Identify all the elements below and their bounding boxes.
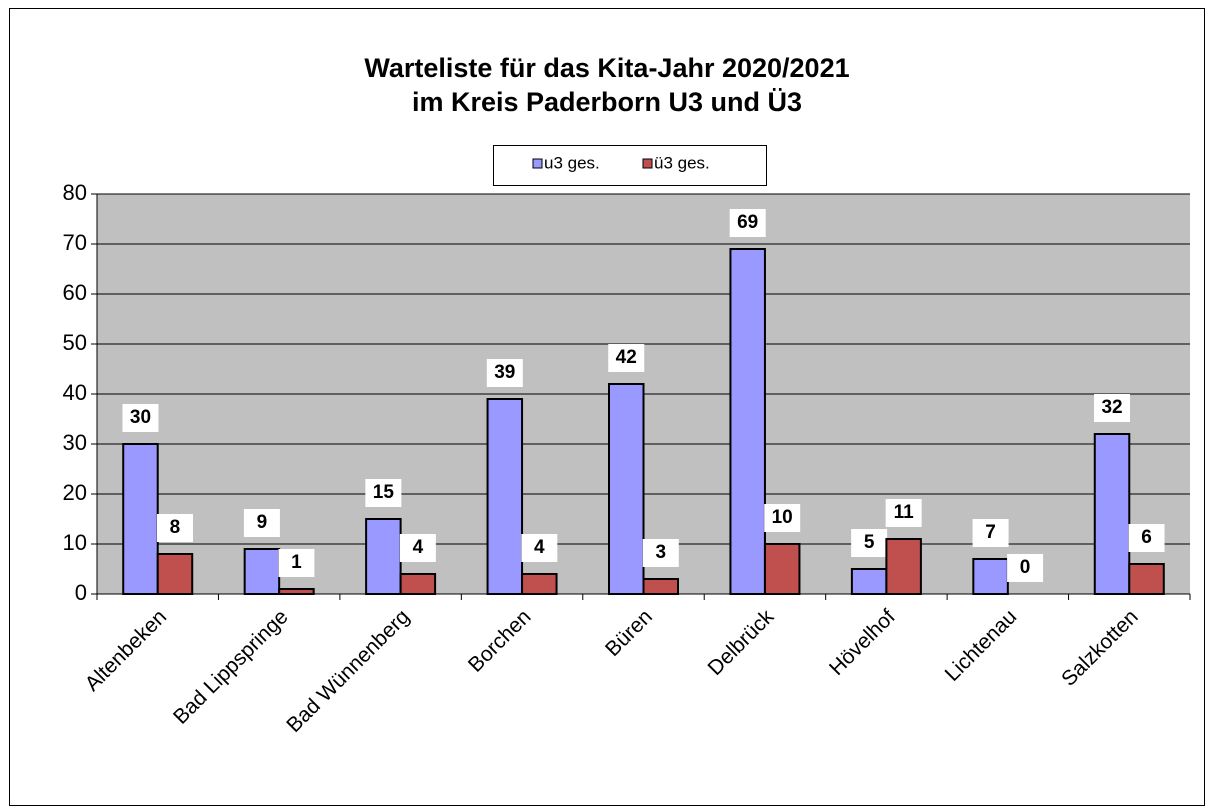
- y-tick-label: 20: [63, 480, 87, 505]
- data-label: 10: [772, 507, 793, 528]
- bar: [763, 543, 801, 595]
- data-label: 0: [1020, 557, 1031, 578]
- bar: [486, 398, 524, 595]
- data-label-box: [278, 549, 315, 577]
- bar: [608, 383, 645, 595]
- data-label-box: [642, 539, 679, 567]
- data-label: 9: [257, 512, 268, 533]
- data-label-box: [729, 209, 766, 237]
- data-label: 30: [130, 407, 151, 428]
- bar: [642, 578, 679, 595]
- bar: [1093, 433, 1131, 595]
- data-label: 39: [494, 362, 515, 383]
- data-label-box: [243, 509, 280, 537]
- data-label-box: [521, 534, 558, 562]
- data-label: 3: [655, 542, 666, 563]
- data-label-box: [486, 359, 523, 387]
- data-label-box: [156, 514, 193, 542]
- legend-swatch: [532, 158, 543, 169]
- bar: [972, 558, 1009, 595]
- legend-label: ü3 ges.: [654, 153, 710, 172]
- y-tick-label: 80: [63, 180, 87, 205]
- data-label-box: [972, 519, 1009, 547]
- legend-swatch: [642, 158, 653, 169]
- bar: [243, 548, 281, 595]
- data-label: 69: [737, 212, 758, 233]
- data-label: 5: [864, 532, 875, 553]
- data-label: 4: [534, 537, 545, 558]
- bar: [521, 573, 558, 595]
- bar: [365, 518, 402, 595]
- data-label: 32: [1101, 397, 1122, 418]
- bar: [278, 588, 315, 595]
- bar: [850, 568, 888, 595]
- y-tick-label: 60: [63, 280, 87, 305]
- bar: [156, 553, 194, 595]
- data-label-box: [1128, 524, 1165, 552]
- data-label: 4: [413, 537, 424, 558]
- bar: [399, 573, 437, 595]
- legend-label: u3 ges.: [544, 153, 600, 172]
- data-label-box: [122, 404, 159, 432]
- bar: [885, 538, 922, 595]
- data-label-box: [608, 344, 645, 372]
- data-label-box: [365, 479, 402, 507]
- y-tick-label: 10: [63, 530, 87, 555]
- data-label-box: [399, 534, 436, 562]
- data-label: 1: [291, 552, 302, 573]
- data-label: 8: [170, 517, 181, 538]
- chart-subtitle: im Kreis Paderborn U3 und Ü3: [412, 87, 802, 117]
- data-label-box: [885, 499, 922, 527]
- data-label: 15: [373, 482, 395, 503]
- y-tick-label: 30: [63, 430, 87, 455]
- data-label: 42: [616, 347, 637, 368]
- y-tick-label: 40: [63, 380, 87, 405]
- y-tick-label: 50: [63, 330, 87, 355]
- data-label: 11: [894, 502, 915, 523]
- y-tick-label: 70: [63, 230, 87, 255]
- data-label: 6: [1141, 527, 1152, 548]
- data-label: 7: [985, 522, 996, 543]
- data-label-box: [764, 504, 801, 532]
- data-label-box: [1007, 554, 1044, 582]
- chart-title: Warteliste für das Kita-Jahr 2020/2021: [364, 53, 849, 83]
- bar: [729, 248, 766, 595]
- bar: [1128, 563, 1165, 595]
- data-label-box: [851, 529, 888, 557]
- bar: [122, 443, 159, 595]
- data-label-box: [1094, 394, 1131, 422]
- y-tick-label: 0: [75, 580, 87, 605]
